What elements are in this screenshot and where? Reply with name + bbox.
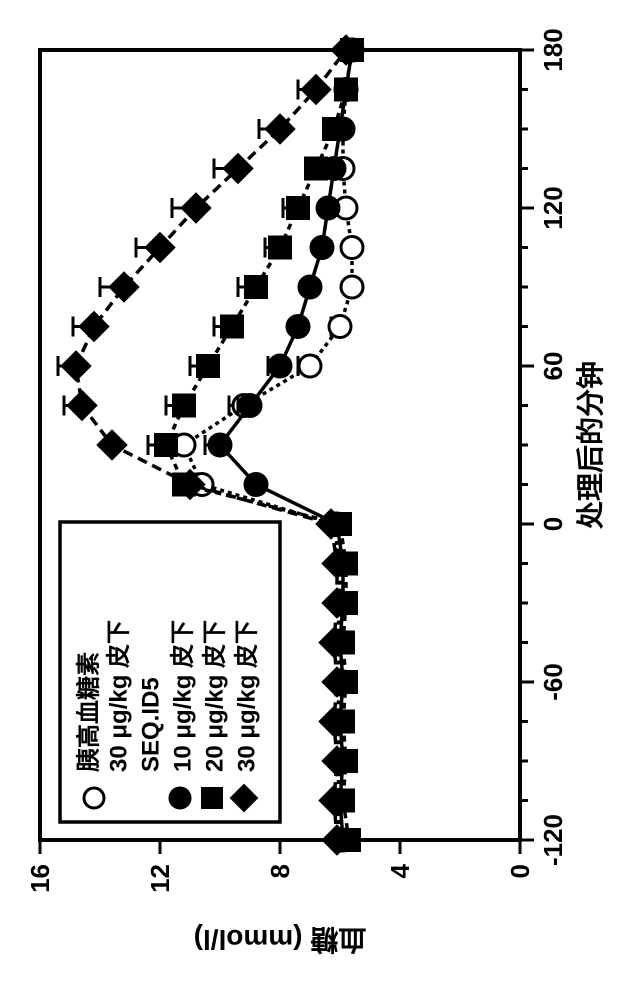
marker-filled-circle — [170, 788, 190, 808]
y-tick-label: 16 — [25, 864, 55, 893]
marker-diamond — [62, 352, 91, 381]
legend-label: 20 μg/kg 皮下 — [201, 620, 228, 772]
x-tick-label: 60 — [538, 352, 568, 381]
x-tick-label: -60 — [538, 663, 568, 701]
marker-square — [245, 276, 267, 298]
marker-open-circle — [341, 276, 363, 298]
legend-label: 30 μg/kg 皮下 — [105, 620, 132, 772]
marker-diamond — [110, 273, 139, 302]
marker-diamond — [98, 431, 127, 460]
legend-label: 10 μg/kg 皮下 — [169, 620, 196, 772]
marker-square — [202, 788, 222, 808]
glucose-chart: -120 -60 0 60 120 180 0 4 8 12 16 处理后的分钟血糖 (mmol/l)… — [0, 0, 640, 1000]
marker-square — [287, 197, 309, 219]
marker-square — [305, 158, 327, 180]
x-tick-label: 120 — [538, 186, 568, 229]
y-tick-label: 8 — [265, 864, 295, 878]
marker-filled-circle — [311, 237, 333, 259]
marker-filled-circle — [287, 316, 309, 338]
marker-square — [323, 118, 345, 140]
x-tick-label: 180 — [538, 28, 568, 71]
marker-filled-circle — [245, 474, 267, 496]
marker-open-circle — [341, 237, 363, 259]
marker-filled-circle — [269, 355, 291, 377]
marker-filled-circle — [317, 197, 339, 219]
legend-label: 30 μg/kg 皮下 — [233, 620, 260, 772]
y-tick-label: 4 — [385, 863, 415, 878]
marker-filled-circle — [239, 395, 261, 417]
marker-square — [221, 316, 243, 338]
legend-label: 胰高血糖素 — [74, 652, 102, 772]
marker-filled-circle — [299, 276, 321, 298]
y-tick-label: 12 — [145, 864, 175, 893]
marker-diamond — [68, 391, 97, 420]
x-axis-label: 处理后的分钟 — [574, 361, 606, 530]
x-tick-label: -120 — [538, 814, 568, 866]
legend-header: SEQ.ID5 — [137, 677, 164, 772]
marker-square — [173, 395, 195, 417]
marker-filled-circle — [209, 434, 231, 456]
marker-open-circle — [84, 788, 104, 808]
y-axis-label: 血糖 (mmol/l) — [194, 924, 367, 956]
marker-square — [269, 237, 291, 259]
marker-square — [155, 434, 177, 456]
marker-open-circle — [329, 316, 351, 338]
marker-square — [197, 355, 219, 377]
x-tick-label: 0 — [538, 517, 568, 531]
marker-diamond — [80, 312, 109, 341]
marker-square — [335, 79, 357, 101]
marker-open-circle — [299, 355, 321, 377]
y-tick-label: 0 — [505, 864, 535, 878]
